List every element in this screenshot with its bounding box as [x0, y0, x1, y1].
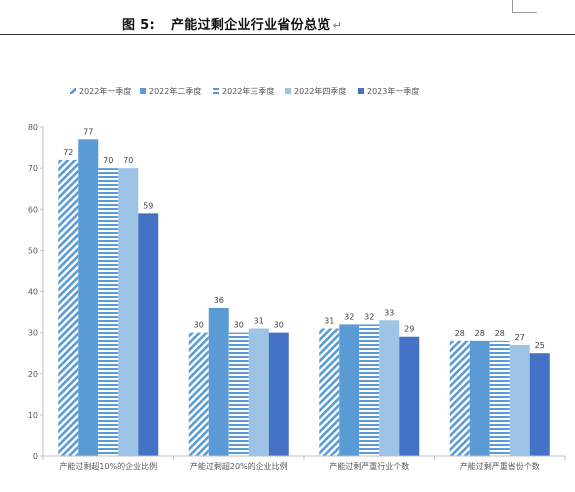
figure-label: 图 5:	[122, 18, 155, 33]
bar-value-label: 30	[234, 321, 244, 330]
x-category-label: 产能过剩严重省份个数	[460, 461, 540, 471]
y-tick-label: 0	[33, 452, 38, 461]
bar	[339, 324, 360, 456]
bar	[78, 139, 99, 456]
bar	[379, 320, 400, 456]
header-rule	[0, 34, 575, 35]
bar-value-label: 31	[324, 317, 334, 326]
bar	[268, 332, 289, 456]
bar	[509, 344, 530, 456]
y-tick-label: 30	[28, 329, 38, 338]
bar-value-label: 32	[364, 312, 374, 321]
bar	[58, 159, 79, 456]
bar-value-label: 29	[404, 325, 414, 334]
bar-value-label: 28	[495, 329, 505, 338]
y-tick-label: 50	[28, 246, 38, 255]
bar-value-label: 30	[274, 321, 284, 330]
figure-caption: 图 5: 产能过剩企业行业省份总览 ↵	[122, 14, 342, 33]
x-category-label: 产能过剩严重行业个数	[329, 461, 409, 471]
bar-value-label: 25	[535, 341, 545, 350]
bar	[228, 332, 249, 456]
legend-swatch	[285, 88, 291, 94]
bar	[469, 340, 490, 456]
figure-title: 产能过剩企业行业省份总览	[170, 18, 331, 33]
chart-legend: 2022年一季度 2022年二季度 2022年三季度 2022年四季度 2023年一季度	[70, 86, 419, 96]
y-tick-label: 80	[28, 123, 38, 132]
bar-value-label: 27	[515, 333, 525, 342]
legend-label: 2022年四季度	[294, 86, 346, 96]
y-tick-label: 60	[28, 205, 38, 214]
y-tick-label: 40	[28, 288, 38, 297]
legend-label: 2022年一季度	[79, 86, 131, 96]
x-category-label: 产能过剩超20%的企业比例	[190, 461, 288, 471]
bar	[489, 340, 510, 456]
legend-label: 2023年一季度	[367, 86, 419, 96]
y-tick-label: 70	[28, 164, 38, 173]
bar	[319, 328, 340, 456]
bar-value-label: 70	[103, 156, 113, 165]
legend-swatch	[358, 88, 364, 94]
document-header: 图 5: 产能过剩企业行业省份总览 ↵	[0, 0, 575, 36]
bar-value-label: 28	[455, 329, 465, 338]
legend-swatch	[70, 88, 76, 94]
bar	[208, 307, 229, 456]
legend-swatch	[140, 88, 146, 94]
bar	[359, 324, 380, 456]
bar-value-label: 30	[194, 321, 204, 330]
bar	[118, 168, 139, 456]
bar	[529, 353, 550, 456]
bar-value-label: 59	[143, 201, 153, 210]
bar	[98, 168, 119, 456]
bar-value-label: 77	[83, 127, 93, 136]
bar	[248, 328, 269, 456]
bar-value-label: 33	[384, 308, 394, 317]
y-axis: 0 10 20 30 40 50 60 70 80	[28, 123, 44, 461]
bar	[138, 213, 159, 456]
bar-value-label: 28	[475, 329, 485, 338]
bar-value-label: 32	[344, 312, 354, 321]
bar-value-label: 36	[214, 296, 224, 305]
bar-value-label: 31	[254, 317, 264, 326]
bar	[449, 340, 470, 456]
page-corner-mark	[512, 0, 537, 13]
bar	[188, 332, 209, 456]
x-category-label: 产能过剩超10%的企业比例	[59, 461, 157, 471]
bar-series: 72 77 70 70 59 30 36 30 31 30 31 32 32 33 29 28 28 28 27 25	[58, 127, 550, 456]
y-tick-label: 20	[28, 370, 38, 379]
legend-label: 2022年三季度	[222, 86, 274, 96]
y-tick-label: 10	[28, 411, 38, 420]
legend-label: 2022年二季度	[149, 86, 201, 96]
legend-swatch	[213, 88, 219, 94]
bar-value-label: 70	[123, 156, 133, 165]
x-axis: 产能过剩超10%的企业比例 产能过剩超20%的企业比例 产能过剩严重行业个数 产能过剩…	[42, 455, 566, 471]
paragraph-mark: ↵	[332, 19, 343, 32]
bar-value-label: 72	[63, 148, 73, 157]
bar	[399, 336, 420, 456]
